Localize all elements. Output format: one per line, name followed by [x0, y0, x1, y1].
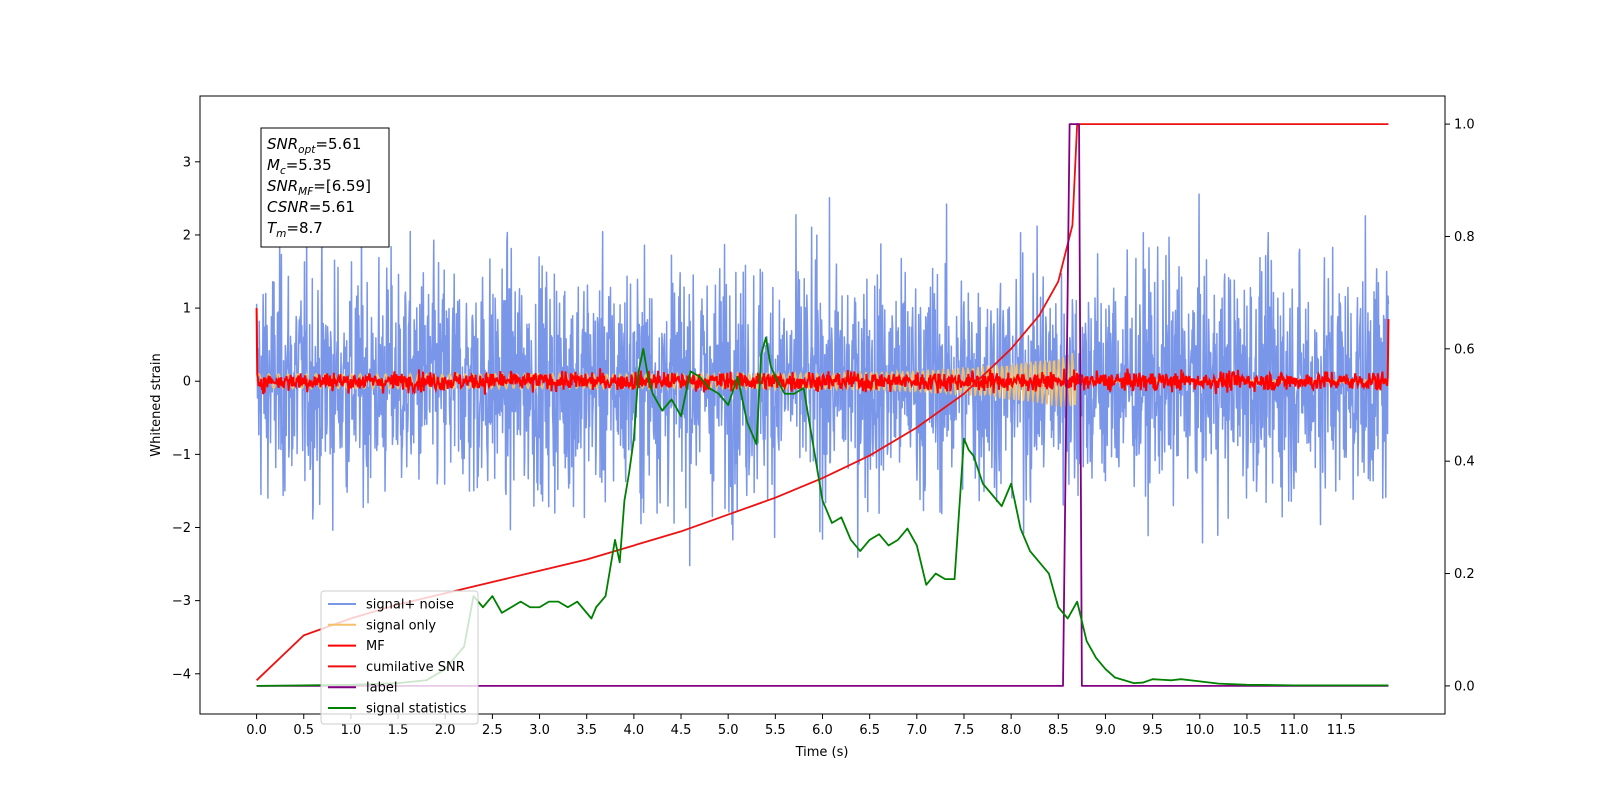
y-left-tick-label: 0 [183, 375, 191, 390]
y-left-tick-label: 3 [183, 155, 191, 170]
x-tick-label: 7.5 [954, 723, 975, 738]
x-tick-label: 10.0 [1185, 723, 1214, 738]
x-tick-label: 0.5 [293, 723, 314, 738]
x-tick-label: 3.5 [576, 723, 597, 738]
x-tick-label: 11.0 [1280, 723, 1309, 738]
y-left-tick-label: 2 [183, 228, 191, 243]
x-tick-label: 3.0 [529, 723, 550, 738]
mf-layer [255, 308, 1390, 407]
x-tick-label: 4.0 [624, 723, 645, 738]
x-tick-label: 1.5 [388, 723, 409, 738]
x-tick-label: 9.5 [1142, 723, 1163, 738]
x-tick-label: 8.5 [1048, 723, 1069, 738]
legend-label: MF [366, 639, 385, 654]
series-signal-noise [255, 193, 1390, 567]
series-label [256, 123, 1389, 687]
x-tick-label: 9.0 [1095, 723, 1116, 738]
annotation-line: SNRopt=5.61 [267, 135, 361, 156]
x-tick-label: 5.5 [765, 723, 786, 738]
annotation-line: CSNR=5.61 [267, 198, 355, 216]
legend-label: signal+ noise [366, 598, 454, 613]
y-right-tick-label: 1.0 [1454, 118, 1475, 133]
x-tick-label: 10.5 [1232, 723, 1261, 738]
legend-label: cumilative SNR [366, 660, 465, 675]
annotation-line: SNRMF=[6.59] [267, 177, 371, 198]
x-tick-label: 2.5 [482, 723, 503, 738]
legend-label: label [366, 681, 397, 696]
y-left-tick-label: 1 [183, 302, 191, 317]
x-tick-label: 6.0 [812, 723, 833, 738]
series-mf [255, 308, 1390, 396]
y-left-tick-label: −3 [172, 594, 191, 609]
series-signal-statistics [256, 336, 1389, 687]
x-tick-label: 7.0 [906, 723, 927, 738]
y-left-tick-label: −1 [172, 448, 191, 463]
x-axis-label: Time (s) [795, 745, 849, 760]
y-axis-label: Whitened strain [149, 353, 164, 456]
annotation-line: Tm=8.7 [267, 219, 323, 240]
y-right-tick-label: 0.8 [1454, 230, 1475, 245]
x-tick-label: 8.0 [1001, 723, 1022, 738]
legend-label: signal only [366, 618, 436, 633]
x-tick-label: 5.0 [718, 723, 739, 738]
x-tick-label: 11.5 [1327, 723, 1356, 738]
y-right-tick-label: 0.2 [1454, 567, 1475, 582]
x-tick-label: 4.5 [671, 723, 692, 738]
axes-layer: 0.0 0.5 1.0 1.5 2.0 2.5 3.0 3.5 4.0 4.5 5.0 5.5 6.0 6… [172, 118, 1475, 738]
y-right-tick-label: 0.0 [1454, 679, 1475, 694]
y-left-tick-label: −4 [172, 667, 191, 682]
y-right-tick-label: 0.6 [1454, 342, 1475, 357]
y-left-tick-label: −2 [172, 521, 191, 536]
x-tick-label: 0.0 [246, 723, 267, 738]
noise-layer [255, 193, 1390, 567]
legend: signal+ noise signal only MF cumilative SNR… [320, 590, 479, 725]
x-tick-label: 2.0 [435, 723, 456, 738]
annotation-line: Mc=5.35 [267, 156, 332, 177]
legend-label: signal statistics [366, 702, 467, 717]
y-right-tick-label: 0.4 [1454, 455, 1475, 470]
series-signal-only [255, 353, 1390, 407]
x-tick-label: 1.0 [341, 723, 362, 738]
x-tick-label: 6.5 [859, 723, 880, 738]
